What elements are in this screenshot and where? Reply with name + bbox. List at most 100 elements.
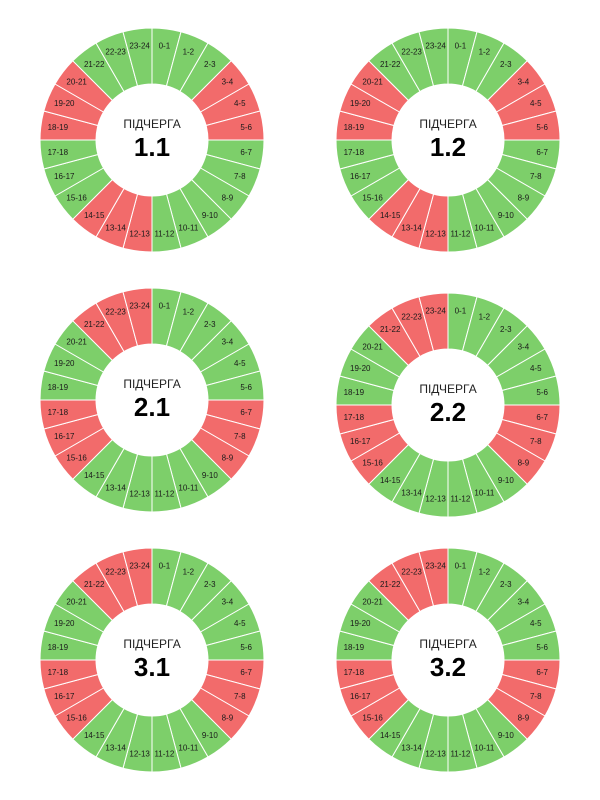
hour-label: 15-16 [66, 453, 87, 462]
hour-label: 20-21 [362, 343, 383, 352]
hour-label: 11-12 [450, 750, 470, 759]
hour-label: 22-23 [401, 48, 422, 57]
hour-label: 19-20 [350, 619, 371, 628]
hour-label: 20-21 [362, 78, 383, 87]
hour-label: 3-4 [518, 78, 530, 87]
chart-number: 1.2 [430, 132, 466, 162]
hour-label: 1-2 [183, 568, 195, 577]
hour-label: 10-11 [474, 743, 494, 752]
hour-label: 9-10 [498, 476, 515, 485]
hour-label: 8-9 [222, 713, 234, 722]
chart-number: 3.2 [430, 652, 466, 682]
hour-label: 12-13 [129, 490, 150, 499]
hour-label: 21-22 [84, 60, 105, 69]
hour-label: 13-14 [401, 223, 422, 232]
hour-label: 6-7 [536, 668, 548, 677]
hour-label: 9-10 [202, 731, 219, 740]
hour-segment-off [122, 547, 153, 607]
hour-label: 22-23 [105, 568, 126, 577]
hour-segment-off [418, 547, 449, 607]
hour-label: 20-21 [66, 78, 87, 87]
hour-label: 8-9 [518, 713, 530, 722]
chart-number: 2.1 [134, 392, 170, 422]
hour-segment-on [122, 27, 153, 87]
hour-label: 22-23 [105, 308, 126, 317]
hour-label: 2-3 [204, 320, 216, 329]
hour-label: 10-11 [474, 488, 494, 497]
hour-label: 17-18 [344, 668, 365, 677]
hour-label: 7-8 [234, 432, 246, 441]
ring-segments: 0-1 1-2 2-3 3-4 4-5 5-6 6-7 7-8 8-99-10 10-11 11-1… [39, 287, 265, 513]
hour-label: 15-16 [66, 713, 87, 722]
hour-label: 17-18 [48, 408, 69, 417]
ring-chart-1-2: 0-1 1-2 2-3 3-4 4-5 5-6 6-7 7-8 8-99-10 10-11 11-1… [335, 27, 561, 253]
hour-label: 5-6 [536, 388, 548, 397]
hour-label: 23-24 [425, 561, 446, 570]
hour-label: 23-24 [129, 301, 150, 310]
hour-label: 21-22 [380, 325, 401, 334]
hour-label: 10-11 [178, 743, 198, 752]
hour-label: 6-7 [240, 148, 252, 157]
hour-label: 9-10 [202, 471, 219, 480]
hour-label: 11-12 [450, 495, 470, 504]
hour-label: 9-10 [498, 211, 515, 220]
hour-label: 20-21 [362, 598, 383, 607]
hour-label: 16-17 [54, 432, 75, 441]
hour-label: 2-3 [500, 325, 512, 334]
hour-label: 21-22 [84, 320, 105, 329]
ring-segments: 0-1 1-2 2-3 3-4 4-5 5-6 6-7 7-8 8-99-10 10-11 11-1… [39, 547, 265, 773]
hour-label: 18-19 [48, 383, 69, 392]
hour-label: 17-18 [344, 413, 365, 422]
hour-label: 16-17 [350, 692, 371, 701]
hour-label: 14-15 [380, 476, 401, 485]
hour-label: 7-8 [530, 437, 542, 446]
ring-chart-3-1: 0-1 1-2 2-3 3-4 4-5 5-6 6-7 7-8 8-99-10 10-11 11-1… [39, 547, 265, 773]
hour-label: 5-6 [240, 383, 252, 392]
hour-label: 7-8 [234, 692, 246, 701]
hour-label: 2-3 [204, 580, 216, 589]
hour-label: 5-6 [536, 643, 548, 652]
chart-caption: ПІДЧЕРГА [123, 117, 180, 131]
chart-caption: ПІДЧЕРГА [419, 382, 476, 396]
chart-number: 2.2 [430, 397, 466, 427]
hour-label: 0-1 [455, 306, 467, 315]
chart-caption: ПІДЧЕРГА [123, 377, 180, 391]
hour-label: 4-5 [234, 99, 246, 108]
hour-label: 2-3 [500, 580, 512, 589]
hour-label: 10-11 [474, 223, 494, 232]
hour-label: 18-19 [48, 643, 69, 652]
hour-label: 8-9 [222, 453, 234, 462]
hour-label: 16-17 [350, 437, 371, 446]
hour-label: 16-17 [54, 172, 75, 181]
hour-label: 2-3 [500, 60, 512, 69]
hour-label: 8-9 [518, 458, 530, 467]
hour-label: 16-17 [54, 692, 75, 701]
hour-label: 21-22 [380, 60, 401, 69]
hour-label: 23-24 [129, 561, 150, 570]
ring-segments: 0-1 1-2 2-3 3-4 4-5 5-6 6-7 7-8 8-99-10 10-11 11-1… [335, 27, 561, 253]
ring-chart-2-2: 0-1 1-2 2-3 3-4 4-5 5-6 6-7 7-8 8-99-10 10-11 11-1… [335, 292, 561, 518]
hour-label: 17-18 [48, 148, 69, 157]
hour-label: 18-19 [344, 388, 365, 397]
chart-caption: ПІДЧЕРГА [419, 637, 476, 651]
hour-label: 18-19 [344, 643, 365, 652]
chart-caption: ПІДЧЕРГА [123, 637, 180, 651]
hour-label: 6-7 [536, 413, 548, 422]
hour-label: 16-17 [350, 172, 371, 181]
hour-label: 12-13 [425, 495, 446, 504]
hour-label: 12-13 [129, 750, 150, 759]
hour-label: 4-5 [530, 99, 542, 108]
hour-label: 14-15 [84, 731, 105, 740]
hour-label: 7-8 [530, 692, 542, 701]
hour-label: 15-16 [362, 458, 383, 467]
ring-chart-3-2: 0-1 1-2 2-3 3-4 4-5 5-6 6-7 7-8 8-99-10 10-11 11-1… [335, 547, 561, 773]
hour-label: 9-10 [202, 211, 219, 220]
hour-label: 7-8 [234, 172, 246, 181]
hour-label: 5-6 [536, 123, 548, 132]
hour-label: 4-5 [530, 619, 542, 628]
hour-label: 15-16 [66, 193, 87, 202]
hour-label: 1-2 [183, 48, 195, 57]
hour-label: 23-24 [425, 306, 446, 315]
hour-label: 14-15 [380, 731, 401, 740]
hour-label: 20-21 [66, 338, 87, 347]
